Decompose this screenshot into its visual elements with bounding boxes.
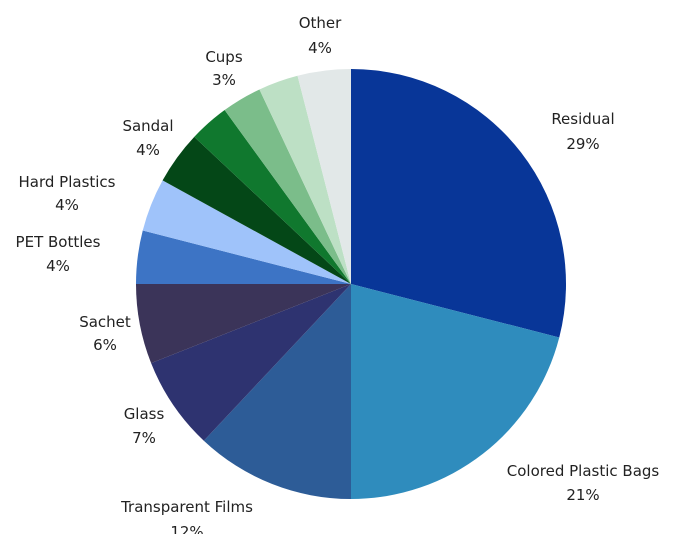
pie-slice-pet-bottles-5	[136, 230, 351, 284]
label-cups-value: 3%	[212, 71, 236, 89]
pie-slices	[136, 69, 567, 499]
slice-label-residual: Residual 29%	[551, 110, 614, 153]
pie-slice-residual-0	[351, 69, 567, 338]
slice-label-sandal: Sandal 4%	[122, 117, 173, 159]
label-hard-plastics-name: Hard Plastics	[19, 173, 116, 191]
slice-label-hard-plastics: Hard Plastics 4%	[19, 173, 116, 214]
slice-label-other: Other 4%	[299, 14, 342, 57]
pie-slice-other-11	[297, 69, 351, 284]
label-sachet-value: 6%	[93, 336, 117, 354]
pie-slice-hard-plastics-6	[142, 180, 351, 284]
pie-slice-cups-8	[194, 110, 351, 284]
label-cups-name: Cups	[205, 48, 243, 66]
label-colored-plastic-bags-value: 21%	[566, 486, 599, 504]
label-sandal-name: Sandal	[122, 117, 173, 135]
pie-slice-unlabeled-10	[259, 75, 351, 284]
label-transparent-films-value: 12%	[170, 523, 203, 534]
label-glass-value: 7%	[132, 429, 156, 447]
slice-label-colored-plastic-bags: Colored Plastic Bags 21%	[507, 462, 660, 504]
label-other-name: Other	[299, 14, 342, 32]
pie-slice-transparent-films-2	[203, 284, 351, 499]
label-other-value: 4%	[308, 39, 332, 57]
pie-slice-cups-9	[224, 89, 351, 285]
slice-label-sachet: Sachet 6%	[79, 313, 131, 354]
pie-slice-colored-plastic-bags-1	[351, 284, 560, 499]
label-glass-name: Glass	[124, 405, 165, 423]
pie-slice-glass-3	[151, 284, 351, 441]
slice-label-pet-bottles: PET Bottles 4%	[16, 233, 101, 275]
label-pet-bottles-value: 4%	[46, 257, 70, 275]
slice-label-cups: Cups 3%	[205, 48, 243, 89]
label-sachet-name: Sachet	[79, 313, 131, 331]
slice-label-transparent-films: Transparent Films 12%	[120, 498, 253, 534]
label-pet-bottles-name: PET Bottles	[16, 233, 101, 251]
slice-label-glass: Glass 7%	[124, 405, 165, 447]
label-hard-plastics-value: 4%	[55, 196, 79, 214]
pie-slice-sachet-4	[136, 284, 351, 364]
label-residual-name: Residual	[551, 110, 614, 128]
pie-slice-sandal-7	[162, 136, 351, 284]
label-sandal-value: 4%	[136, 141, 160, 159]
label-colored-plastic-bags-name: Colored Plastic Bags	[507, 462, 660, 480]
label-transparent-films-name: Transparent Films	[120, 498, 253, 516]
label-residual-value: 29%	[566, 135, 599, 153]
